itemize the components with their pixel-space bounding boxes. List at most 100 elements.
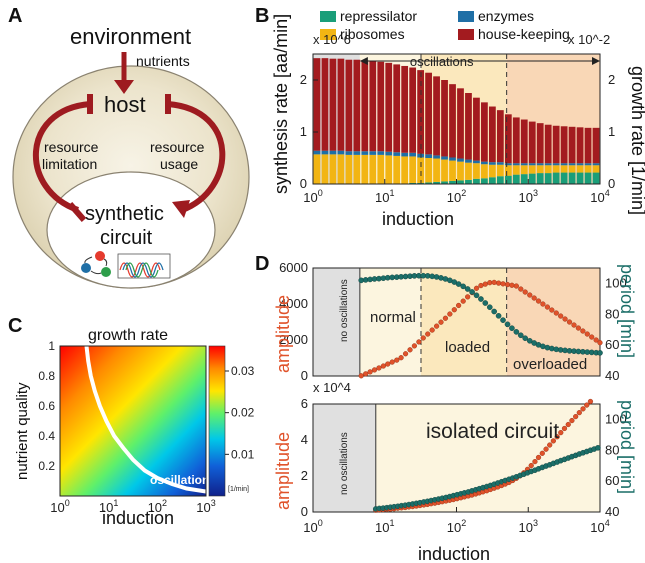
b-y-right-tick-label-2: 2 [608,72,615,87]
b-oscillations-label: oscillations [410,54,474,69]
b-bar-house-keeping-18 [457,88,464,159]
b-bar-enzymes-4 [345,151,353,155]
b-bar-house-keeping-28 [536,123,544,164]
d-top-amplitude-point-39 [531,295,537,301]
d-top-y-tick-label-2: 4000 [279,296,308,311]
b-bar-house-keeping-30 [552,125,560,164]
d-bottom-amplitude-point-47 [547,442,553,448]
b-bar-repressilator-12 [409,182,417,184]
b-legend-label-enzymes: enzymes [478,8,534,24]
d-top-amplitude-point-49 [575,325,582,331]
d-bottom-y-right-axis-label: period [min] [617,400,637,494]
d-top-y-axis-label: amplitude [273,295,293,373]
b-y-right-tick-label-0: 0 [608,176,615,191]
b-bar-ribosomes-1 [321,154,329,184]
d-x-tick-label-0: 100 [303,518,322,535]
d-top-amplitude-point-31 [495,280,502,286]
d-bottom-amplitude-point-53 [569,417,575,424]
b-bar-enzymes-31 [560,163,568,166]
c-y-tick-label-0: 0.2 [38,459,55,473]
c-colorbar-tick-label-0: 0.01 [231,447,255,461]
b-legend-label-repressilator: repressilator [340,8,417,24]
b-bar-house-keeping-5 [353,59,361,152]
b-bar-enzymes-21 [481,161,488,165]
synthetic-circuit-label: synthetic circuit [85,203,170,249]
d-top-period-point-36 [517,332,524,339]
d-top-period-point-22 [455,281,462,287]
d-bottom-no-oscillations-label: no oscillations [339,432,350,495]
d-top-amplitude-point-20 [447,311,453,317]
b-bar-ribosomes-0 [313,154,321,184]
c-oscillation-boundary [84,346,206,494]
d-top-amplitude-point-13 [416,339,422,345]
d-top-amplitude-point-43 [549,307,555,313]
b-bar-ribosomes-24 [504,165,512,176]
d-top-amplitude-point-16 [429,327,435,333]
b-bar-enzymes-14 [425,154,432,158]
d-bottom-y-right-tick-label-0: 40 [605,504,619,519]
d-top-period-point-31 [495,313,502,319]
d-bottom-points [372,398,601,513]
b-bar-ribosomes-15 [433,158,440,182]
b-bar-ribosomes-32 [568,165,576,173]
d-bottom-amplitude-point-56 [580,406,586,412]
b-legend-swatch-repressilator [320,11,336,22]
d-top-period-point-25 [469,289,475,295]
d-top-amplitude-point-36 [518,286,524,292]
d-bottom-amplitude-point-44 [535,454,542,461]
d-bottom-amplitude-point-52 [565,421,571,428]
d-bottom-title: isolated circuit [426,420,559,443]
b-bar-house-keeping-16 [441,80,448,157]
b-bar-house-keeping-35 [592,127,600,164]
d-bottom-amplitude-point-55 [576,410,582,416]
d-bottom-amplitude-point-46 [543,446,549,452]
b-bar-enzymes-25 [512,163,520,166]
d-bottom-y-tick-label-3: 6 [301,396,308,411]
d-top-amplitude-point-11 [407,347,413,353]
b-bar-repressilator-31 [560,172,568,184]
b-bar-house-keeping-11 [401,65,409,153]
d-top-period-point-34 [509,325,515,331]
b-bar-repressilator-14 [425,182,432,184]
d-top-y-tick-label-0: 0 [301,368,308,383]
b-bar-repressilator-17 [449,180,456,184]
oscillation-icon [117,253,171,279]
b-bar-enzymes-1 [321,150,329,155]
b-bar-ribosomes-26 [520,165,528,175]
resource-usage-label: resource usage [150,139,208,172]
d-top-amplitude-point-38 [527,292,533,298]
c-plot-frame [59,345,207,497]
d-x-tick-label-1: 101 [375,518,394,535]
b-bar-ribosomes-6 [361,154,369,184]
c-y-tick-label-4: 1 [48,339,55,353]
d-top-amplitude-point-7 [389,359,395,365]
panel-label-d: D [255,253,269,275]
d-top-period-point-35 [513,329,520,335]
b-bar-enzymes-6 [361,151,369,155]
c-colorbar [208,345,226,497]
d-top-amplitude-point-17 [433,323,440,329]
d-top-period-point-38 [526,338,533,344]
b-y-right-axis-label: growth rate [1/min] [628,66,645,215]
d-top-y-right-axis-label: period [min] [617,264,637,358]
b-bar-house-keeping-34 [584,127,592,164]
b-bar-repressilator-34 [584,172,592,184]
d-top-amplitude-point-0 [358,373,364,379]
d-top-amplitude-point-22 [456,302,462,309]
b-bar-enzymes-22 [488,162,496,165]
d-bottom-y-right-tick-label-1: 60 [605,473,619,488]
d-top-region-overloaded [506,268,600,376]
d-top-amplitude-point-12 [411,343,418,349]
b-legend-swatch-enzymes [458,11,474,22]
d-top-amplitude-point-28 [482,281,488,287]
b-bar-repressilator-19 [465,179,472,184]
b-bar-enzymes-35 [592,163,600,166]
b-bar-house-keeping-33 [576,127,584,164]
d-bottom-amplitude-point-51 [561,425,568,432]
b-bar-repressilator-20 [473,178,480,184]
c-y-axis-label: nutrient quality [14,382,31,480]
b-bar-ribosomes-11 [401,156,409,184]
d-top-loaded-label: loaded [445,339,490,356]
d-top-amplitude-point-23 [460,298,466,304]
